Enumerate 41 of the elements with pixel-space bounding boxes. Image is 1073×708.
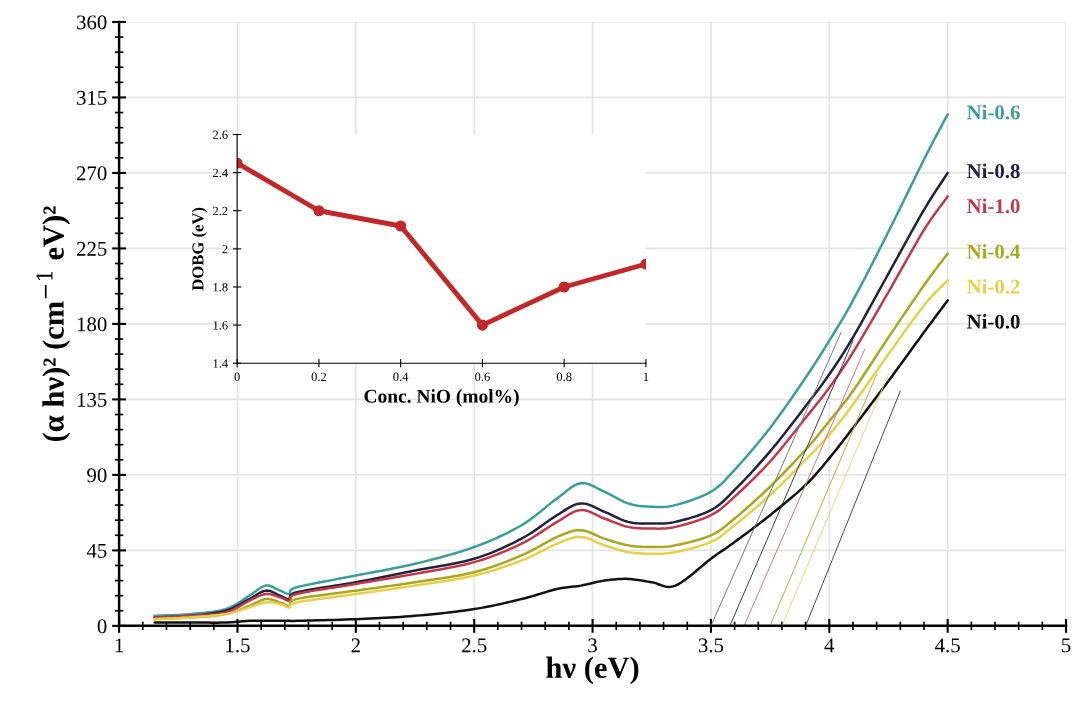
- y-axis-title: DOBG (eV): [191, 207, 207, 291]
- y-tick-label: 45: [86, 543, 107, 558]
- x-tick-label: 0.6: [475, 372, 490, 382]
- x-tick-label: 0.2: [311, 372, 327, 382]
- series-label: Ni-0.2: [967, 279, 1020, 294]
- x-tick-label: 1: [643, 372, 649, 381]
- x-tick-label: 4: [824, 638, 835, 653]
- y-tick-label: 360: [77, 15, 107, 30]
- x-tick-label: 2.5: [462, 638, 487, 653]
- x-axis-title: hν (eV): [546, 656, 639, 685]
- y-tick-label: 2.2: [213, 206, 228, 216]
- series-label: Ni-1.0: [967, 198, 1020, 214]
- series-label: Ni-0.4: [967, 244, 1021, 259]
- x-tick-label: 5: [1062, 638, 1071, 653]
- y-tick-label: 0: [97, 619, 107, 634]
- series-label: Ni-0.8: [967, 163, 1020, 179]
- y-axis-title: (α hν)² (cm$^{−1}$ eV)²: [36, 206, 71, 442]
- y-tick-label: 2.6: [213, 130, 228, 140]
- x-tick-label: 0.4: [393, 372, 409, 382]
- x-tick-label: 2: [351, 638, 360, 653]
- y-tick-label: 225: [76, 241, 107, 256]
- y-tick-label: 315: [77, 90, 107, 105]
- y-tick-label: 135: [77, 392, 107, 407]
- y-tick-label: 180: [77, 317, 107, 332]
- y-tick-label: 2.4: [213, 168, 228, 178]
- y-tick-label: 1.6: [213, 321, 228, 330]
- y-tick-label: 1.8: [213, 283, 228, 292]
- x-tick-label: 1.5: [226, 638, 250, 653]
- y-tick-label: 2: [222, 244, 228, 254]
- x-tick-label: 4.5: [935, 638, 960, 653]
- x-tick-label: 1: [115, 638, 124, 653]
- x-tick-label: 3: [588, 638, 597, 653]
- y-tick-label: 1.4: [213, 359, 228, 368]
- x-axis-title: Conc. NiO (mol%): [364, 389, 519, 407]
- y-tick-label: 270: [76, 166, 107, 181]
- x-tick-label: 0: [234, 372, 240, 382]
- x-tick-label: 0.8: [556, 372, 572, 382]
- y-tick-label: 90: [87, 468, 107, 483]
- series-label: Ni-0.6: [967, 104, 1020, 120]
- x-tick-label: 3.5: [698, 638, 724, 653]
- series-label: Ni-0.0: [967, 314, 1020, 329]
